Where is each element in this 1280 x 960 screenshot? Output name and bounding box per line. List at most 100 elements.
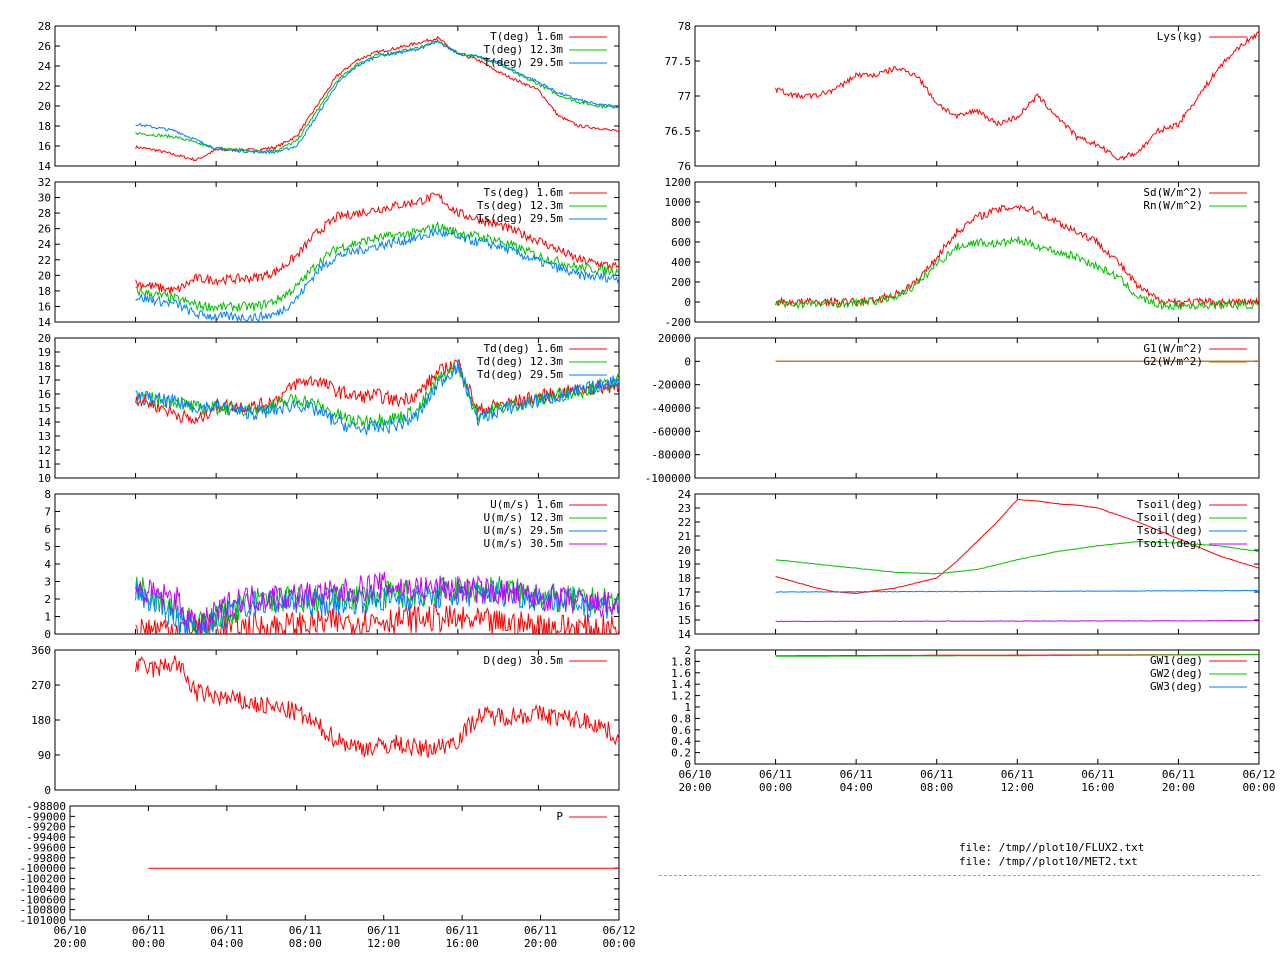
x-tick-date: 06/11 xyxy=(210,924,243,937)
panel-soil-temperature: 1415161718192021222324Tsoil(deg)Tsoil(de… xyxy=(678,488,1260,641)
series-line-dewpoint-2 xyxy=(135,359,619,436)
y-tick-label: 15 xyxy=(38,402,51,415)
y-tick-label: 13 xyxy=(38,430,51,443)
y-tick-label: 17 xyxy=(38,374,51,387)
y-tick-label: 26 xyxy=(38,223,51,236)
y-tick-label: 0 xyxy=(684,355,691,368)
y-tick-label: 18 xyxy=(38,285,51,298)
y-tick-label: 12 xyxy=(38,444,51,457)
legend-label: GW2(deg) xyxy=(1150,667,1203,680)
y-tick-label: 20 xyxy=(38,269,51,282)
y-tick-label: 2 xyxy=(44,593,51,606)
x-tick-time: 04:00 xyxy=(210,937,243,950)
series-line-radiation-1 xyxy=(775,236,1259,311)
y-tick-label: 78 xyxy=(678,20,691,33)
y-tick-label: -100000 xyxy=(645,472,691,485)
legend-label: Td(deg) 12.3m xyxy=(477,355,563,368)
legend-label: U(m/s) 12.3m xyxy=(484,511,564,524)
series-line-surface-temperature-0 xyxy=(135,192,619,294)
legend-label: Td(deg) 1.6m xyxy=(484,342,564,355)
x-tick-time: 12:00 xyxy=(1001,781,1034,794)
y-tick-label: -99400 xyxy=(26,831,66,844)
y-tick-label: 24 xyxy=(38,238,52,251)
x-tick-date: 06/11 xyxy=(840,768,873,781)
y-tick-label: 16 xyxy=(678,600,691,613)
series-line-radiation-0 xyxy=(775,204,1259,308)
panel-radiation: -200 0 200 400 600 800 1000 1200 Sd(W/m^2)Rn(W/m… xyxy=(665,176,1260,329)
x-tick-time: 00:00 xyxy=(759,781,792,794)
series-line-air-temperature-1 xyxy=(135,38,619,153)
y-tick-label: 32 xyxy=(38,176,51,189)
y-tick-label: 16 xyxy=(38,388,51,401)
y-tick-label: 77 xyxy=(678,90,691,103)
panel-ground-heat-flux: -100000 -80000 -60000 -40000 -20000 0 20000 G1(… xyxy=(645,332,1260,485)
y-tick-label: 20 xyxy=(38,332,51,345)
y-tick-label: 90 xyxy=(38,749,51,762)
y-tick-label: 0.8 xyxy=(671,712,691,725)
y-tick-label: 4 xyxy=(44,558,51,571)
y-tick-label: -99800 xyxy=(26,852,66,865)
x-tick-date: 06/11 xyxy=(289,924,322,937)
y-tick-label: 10 xyxy=(38,472,51,485)
y-tick-label: 21 xyxy=(678,530,691,543)
y-tick-label: 18 xyxy=(678,572,691,585)
panel-soil-water: 00.20.40.60.811.21.41.61.8206/1020:0006/… xyxy=(671,644,1275,794)
y-tick-label: 8 xyxy=(44,488,51,501)
series-line-wind-speed-2 xyxy=(135,580,619,634)
y-tick-label: 0.4 xyxy=(671,735,691,748)
y-tick-label: 7 xyxy=(44,506,51,519)
y-tick-label: 1000 xyxy=(665,196,692,209)
y-tick-label: 22 xyxy=(38,254,51,267)
legend-label: T(deg) 1.6m xyxy=(490,30,563,43)
y-tick-label: 360 xyxy=(31,644,51,657)
x-tick-date: 06/12 xyxy=(602,924,635,937)
series-line-wind-direction-0 xyxy=(135,655,619,758)
y-tick-label: 20 xyxy=(38,100,51,113)
y-tick-label: 16 xyxy=(38,140,51,153)
legend-label: GW1(deg) xyxy=(1150,654,1203,667)
y-tick-label: 5 xyxy=(44,541,51,554)
x-tick-time: 00:00 xyxy=(602,937,635,950)
y-tick-label: 15 xyxy=(678,614,691,627)
y-tick-label: 28 xyxy=(38,20,51,33)
y-tick-label: 19 xyxy=(678,558,691,571)
y-tick-label: 2 xyxy=(684,644,691,657)
y-tick-label: -100400 xyxy=(20,883,66,896)
series-line-soil-temperature-0 xyxy=(775,498,1259,595)
plot-frame xyxy=(694,181,1260,323)
legend-label: Td(deg) 29.5m xyxy=(477,368,563,381)
x-tick-time: 12:00 xyxy=(367,937,400,950)
series-line-surface-temperature-2 xyxy=(135,228,619,322)
legend-label: P xyxy=(556,810,563,823)
legend-label: Tsoil(deg) xyxy=(1137,537,1203,550)
legend-label: Lys(kg) xyxy=(1157,30,1203,43)
y-tick-label: 30 xyxy=(38,192,51,205)
y-tick-label: 0 xyxy=(44,628,51,641)
series-line-soil-water-1 xyxy=(775,654,1259,657)
y-tick-label: 19 xyxy=(38,346,51,359)
x-tick-time: 04:00 xyxy=(840,781,873,794)
legend-label: Rn(W/m^2) xyxy=(1143,199,1203,212)
x-tick-date: 06/11 xyxy=(367,924,400,937)
series-line-lysimeter-0 xyxy=(775,31,1259,162)
y-tick-label: -100800 xyxy=(20,904,66,917)
legend-label: T(deg) 12.3m xyxy=(484,43,564,56)
x-tick-time: 00:00 xyxy=(1242,781,1275,794)
series-line-soil-temperature-1 xyxy=(775,540,1259,575)
x-tick-date: 06/11 xyxy=(1081,768,1114,781)
x-tick-time: 16:00 xyxy=(1081,781,1114,794)
y-tick-label: 400 xyxy=(671,256,691,269)
y-tick-label: -100000 xyxy=(20,862,66,875)
y-tick-label: 18 xyxy=(38,360,51,373)
y-tick-label: 1.4 xyxy=(671,678,691,691)
legend-label: Tsoil(deg) xyxy=(1137,498,1203,511)
y-tick-label: 14 xyxy=(678,628,692,641)
y-tick-label: 20000 xyxy=(658,332,691,345)
series-line-air-temperature-2 xyxy=(135,40,619,155)
y-tick-label: -100600 xyxy=(20,893,66,906)
x-tick-date: 06/10 xyxy=(678,768,711,781)
y-tick-label: 0.6 xyxy=(671,724,691,737)
panel-pressure: -101000-100800-100600-100400-100200-1000… xyxy=(20,800,636,950)
